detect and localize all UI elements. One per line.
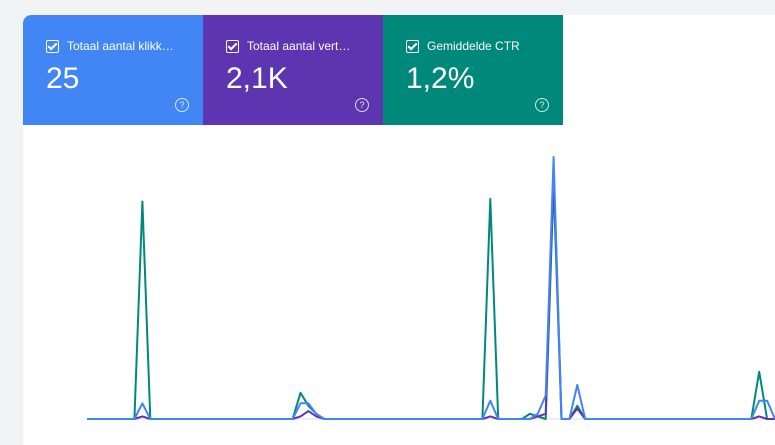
- metric-cards: Totaal aantal klikk… 25 ? Totaal aantal …: [23, 15, 563, 125]
- checkbox-checked-icon[interactable]: [406, 39, 419, 53]
- chart-series-line-0: [87, 182, 775, 420]
- metric-card-impressions[interactable]: Totaal aantal vert… 2,1K ?: [203, 15, 383, 125]
- metric-label-impressions: Totaal aantal vert…: [247, 39, 351, 53]
- help-icon[interactable]: ?: [535, 98, 549, 112]
- metric-card-clicks[interactable]: Totaal aantal klikk… 25 ?: [23, 15, 203, 125]
- chart-series-line-1: [87, 166, 775, 420]
- chart-series-line-2: [87, 156, 775, 420]
- metric-value-clicks: 25: [46, 62, 80, 95]
- metric-card-ctr[interactable]: Gemiddelde CTR 1,2% ?: [383, 15, 563, 125]
- help-icon[interactable]: ?: [175, 98, 189, 112]
- metric-label-clicks: Totaal aantal klikk…: [67, 39, 174, 53]
- metric-value-impressions: 2,1K: [226, 62, 288, 95]
- help-icon[interactable]: ?: [355, 98, 369, 112]
- checkbox-checked-icon[interactable]: [226, 39, 239, 53]
- metric-value-ctr: 1,2%: [406, 62, 475, 95]
- metric-header: Gemiddelde CTR: [406, 39, 563, 53]
- metric-header: Totaal aantal vert…: [226, 39, 383, 53]
- metric-label-ctr: Gemiddelde CTR: [427, 39, 520, 53]
- performance-chart: [87, 156, 775, 420]
- metric-header: Totaal aantal klikk…: [46, 39, 203, 53]
- performance-panel: Totaal aantal klikk… 25 ? Totaal aantal …: [23, 15, 775, 445]
- checkbox-checked-icon[interactable]: [46, 39, 59, 53]
